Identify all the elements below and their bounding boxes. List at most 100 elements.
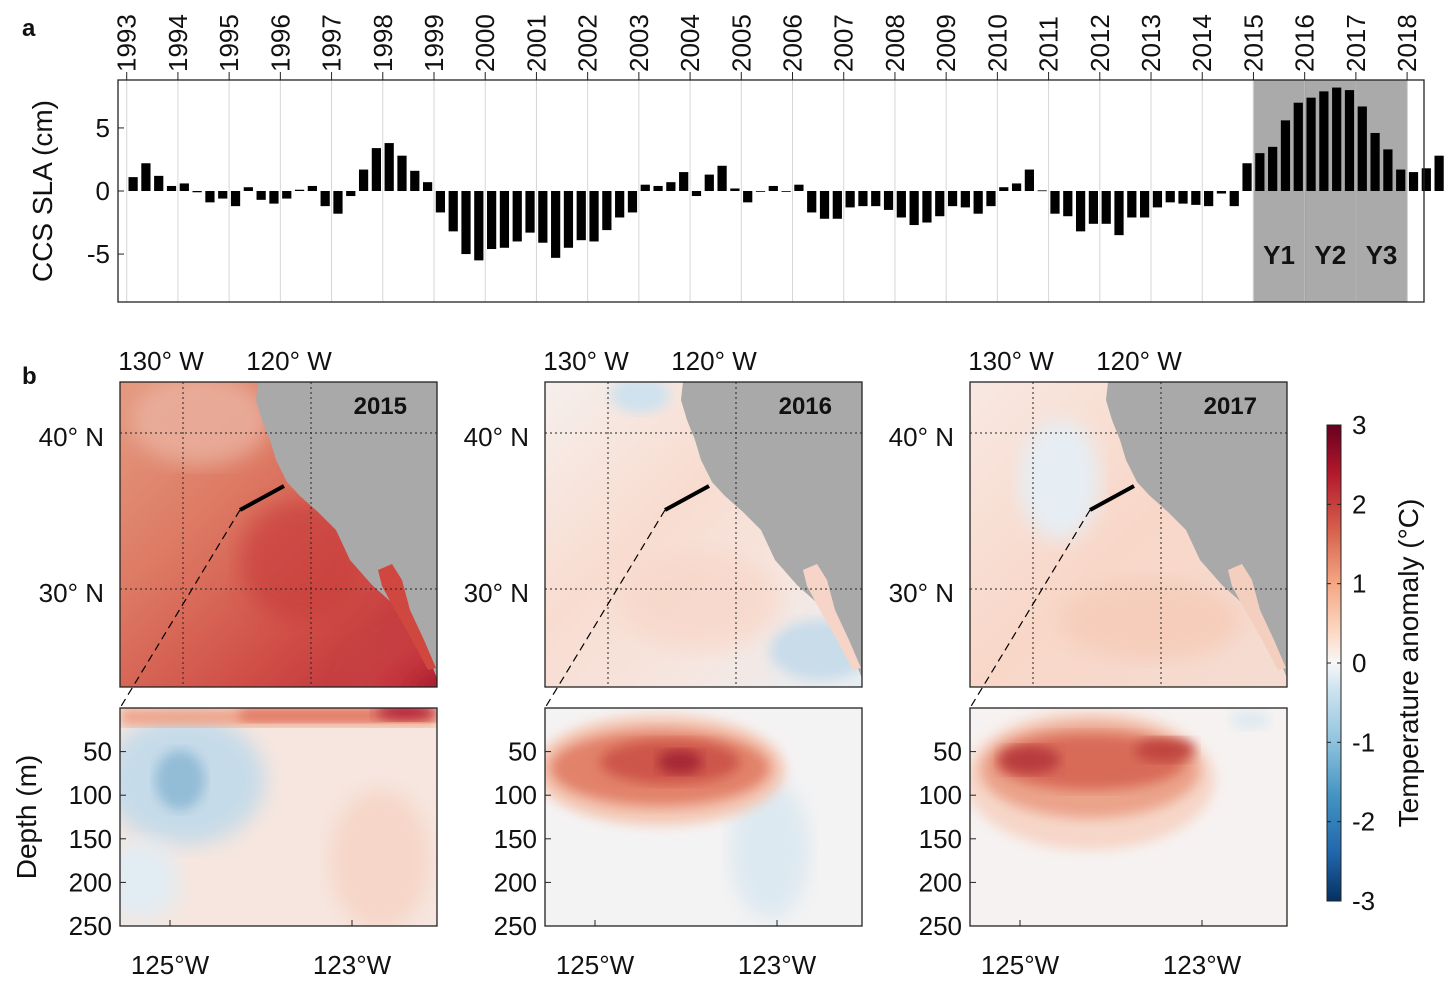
section-frame-2016 [544,707,863,927]
sla-bar [294,189,305,191]
sla-bar [1280,120,1291,191]
sla-bar [243,187,253,191]
depth-tick-label: 250 [919,911,962,941]
section-overlays: 50 100 150 200 250 125°W 123°W 50 100 150 200 250 12… [11,707,1288,980]
period-label-y2: Y2 [1314,240,1346,270]
sla-bar [1344,90,1355,191]
sla-bar [730,188,740,191]
sla-bar [218,191,228,199]
sla-bar [755,191,766,192]
sla-bar [1332,87,1342,191]
section-x-tick-label: 125°W [131,950,210,980]
sla-bar [141,163,151,191]
sla-bar [602,191,612,231]
map-lat-label: 40° N [889,422,954,452]
x-tick-label-2013: 2013 [1136,14,1166,72]
sla-bar [1306,97,1316,191]
depth-tick-label: 50 [933,737,962,767]
sla-bar [179,183,189,191]
sst-map-2016 [545,382,862,687]
depth-tick-label: 150 [919,824,962,854]
sla-bar [640,184,650,191]
x-tick-label-1995: 1995 [214,14,244,72]
depth-tick-label: 200 [494,867,537,897]
sla-bar [1024,169,1034,191]
colorbar-tick-label: -3 [1352,886,1375,916]
sla-bar [973,191,983,214]
x-tick-label-1993: 1993 [112,14,142,72]
depth-tick-label: 50 [508,737,537,767]
x-tick-label-2005: 2005 [726,14,756,72]
sla-bar [487,191,497,250]
x-tick-label-1996: 1996 [265,14,295,72]
x-tick-label-2004: 2004 [675,14,705,72]
map-frame-2015 [119,381,438,688]
sla-bar [960,191,970,208]
colorbar-tick-label: 2 [1352,489,1366,519]
sla-bar [320,191,330,207]
period-label-y1: Y1 [1263,240,1295,270]
sla-bar [474,191,484,261]
map-lat-label: 40° N [464,422,529,452]
sla-bar [1229,191,1239,207]
sla-bar [947,191,958,207]
sla-bar [1075,191,1086,232]
x-tick-label-1999: 1999 [419,14,449,72]
sla-bar [1101,191,1111,224]
y-tick-label: -5 [87,239,110,269]
x-tick-label-1997: 1997 [317,14,347,72]
sla-bar [1204,191,1214,207]
x-tick-label-2003: 2003 [624,14,654,72]
sla-bar [986,191,996,207]
sla-bar [1370,132,1380,191]
depth-axis-label: Depth (m) [11,755,42,879]
map-lat-label: 40° N [39,422,104,452]
sla-bar [883,191,894,210]
sla-bar [269,191,279,204]
sla-bar [858,191,868,207]
sla-bar [1127,191,1137,218]
sla-bar [1037,190,1047,192]
bar-chart-frame [117,79,1425,303]
sla-bar [666,182,676,191]
sla-bar [499,191,510,248]
transect-line [1089,484,1135,512]
map-frame-2017 [969,381,1288,688]
section-x-tick-label: 125°W [981,950,1060,980]
sla-bar [333,191,343,214]
sla-bar [627,191,638,213]
y-tick-labels: 5 0 -5 [87,113,124,269]
colorbar-ticks: 3 2 1 0 -1 -2 -3 [1327,410,1375,916]
sla-bar [230,191,241,207]
x-tick-label-2014: 2014 [1187,14,1217,72]
colorbar-label: Temperature anomaly (°C) [1393,499,1424,828]
sla-bar [525,191,535,233]
sla-bar [1216,191,1227,194]
x-tick-label-2017: 2017 [1341,14,1371,72]
sla-bar-chart: 1993 1994 1995 1996 1997 1998 1999 2000 2001 2002… [27,14,1444,303]
map-lon-label: 130° W [968,346,1054,376]
sla-bar [397,155,407,191]
depth-tick-label: 150 [69,824,112,854]
x-tick-label-2010: 2010 [982,14,1012,72]
x-tick-label-1994: 1994 [163,14,193,72]
sla-bar [307,185,317,191]
sla-bar [1191,191,1201,205]
sla-bar [448,191,458,232]
map-lon-label: 120° W [246,346,332,376]
sla-bar [512,191,522,242]
sla-bar [128,177,138,191]
period-label-y3: Y3 [1366,240,1398,270]
sla-bar [384,143,394,191]
y-tick-label: 0 [96,176,110,206]
sla-bar [282,191,292,199]
depth-tick-label: 200 [919,867,962,897]
map-lon-label: 120° W [671,346,757,376]
sla-bar [1242,163,1252,191]
x-tick-label-2002: 2002 [573,14,603,72]
colorbar-tick-label: 3 [1352,410,1366,440]
sla-bar [896,191,906,218]
sla-bar [999,187,1009,191]
depth-tick-label: 250 [69,911,112,941]
colorbar: 3 2 1 0 -1 -2 -3 Temperature anomaly (°C) [1326,410,1424,916]
